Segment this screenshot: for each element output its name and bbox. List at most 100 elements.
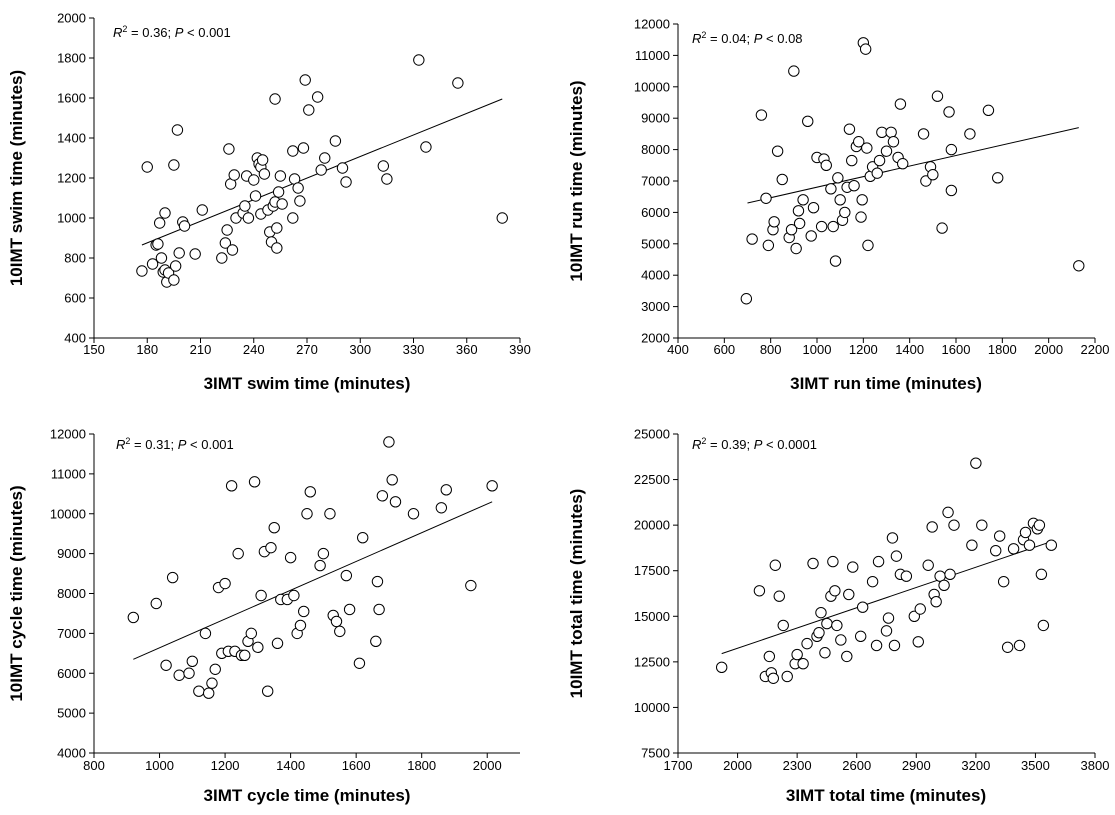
data-point — [859, 43, 872, 55]
y-tick-label: 9000 — [57, 546, 86, 561]
data-point — [805, 230, 817, 242]
data-point — [271, 242, 283, 254]
data-point — [269, 93, 281, 105]
x-tick-label: 180 — [136, 342, 158, 357]
y-tick-label: 1000 — [57, 211, 86, 226]
r2-value: = 0.04; — [706, 31, 753, 46]
x-tick-label: 2000 — [1034, 342, 1063, 357]
data-point — [936, 222, 948, 234]
data-point — [232, 547, 244, 560]
data-point — [970, 457, 982, 469]
data-point — [927, 169, 939, 181]
data-point — [785, 223, 798, 236]
y-tick-label: 4000 — [57, 746, 86, 761]
x-tick-label: 1800 — [988, 342, 1017, 357]
data-point — [821, 617, 833, 630]
data-point — [890, 550, 903, 562]
data-point — [797, 194, 809, 206]
x-axis-title: 3IMT total time (minutes) — [786, 786, 986, 805]
data-point — [248, 476, 261, 488]
x-tick-label: 3800 — [1081, 758, 1110, 773]
data-point — [225, 480, 238, 492]
data-point — [314, 559, 326, 572]
data-point — [465, 579, 477, 592]
data-point — [715, 661, 728, 674]
data-point — [168, 274, 180, 286]
data-point — [964, 128, 976, 140]
data-point — [292, 182, 304, 194]
x-tick-label: 300 — [349, 342, 371, 357]
y-tick-label: 400 — [64, 331, 86, 346]
data-point — [855, 211, 867, 223]
data-point — [912, 636, 924, 648]
data-point — [294, 195, 306, 207]
data-point — [1037, 619, 1050, 632]
swim-time-panel: 400 600 800 1000 1200 1400 1600 1800 2000 150 180 2… — [0, 0, 531, 400]
data-point — [301, 508, 313, 520]
data-point — [146, 258, 159, 270]
y-tick-label: 25000 — [634, 427, 670, 442]
y-axis-title: 10IMT run time (minutes) — [567, 80, 586, 281]
data-point — [760, 192, 772, 204]
scatter-chart: 4000 5000 6000 7000 8000 9000 10000 11000 12000 8… — [7, 427, 520, 805]
x-axis-title: 3IMT cycle time (minutes) — [204, 786, 411, 805]
data-point — [992, 172, 1004, 184]
y-tick-label: 6000 — [641, 205, 670, 220]
x-axis-title: 3IMT swim time (minutes) — [204, 374, 411, 393]
data-point — [239, 200, 251, 212]
data-point — [815, 606, 827, 619]
data-point — [791, 648, 803, 661]
x-tick-label: 1200 — [211, 758, 240, 773]
r2-label: R — [113, 25, 122, 40]
data-point — [160, 659, 172, 671]
data-point — [226, 244, 239, 256]
x-tick-label: 360 — [456, 342, 478, 357]
data-point — [288, 589, 300, 602]
data-point — [773, 590, 785, 602]
data-point — [440, 484, 452, 496]
r2-value: = 0.31; — [130, 437, 177, 452]
data-point — [815, 220, 828, 233]
x-tick-label: 270 — [296, 342, 318, 357]
data-point — [383, 436, 395, 448]
r2-value: = 0.39; — [706, 437, 753, 452]
data-point — [199, 627, 212, 640]
data-point — [807, 201, 820, 214]
data-point — [781, 670, 793, 683]
data-point — [767, 672, 780, 684]
data-point — [886, 532, 899, 544]
data-point — [843, 123, 856, 135]
x-tick-label: 3500 — [1021, 758, 1050, 773]
data-point — [353, 657, 366, 669]
data-point — [381, 173, 393, 185]
data-point — [908, 610, 920, 622]
data-point — [245, 627, 257, 640]
data-point — [993, 530, 1006, 542]
data-point — [835, 634, 847, 646]
x-tick-label: 2600 — [842, 758, 871, 773]
data-point — [299, 74, 311, 86]
trend-line — [721, 541, 1052, 655]
data-point — [792, 205, 805, 217]
data-point — [831, 619, 843, 632]
data-point — [239, 649, 251, 662]
data-point — [948, 519, 960, 531]
data-point — [136, 265, 148, 277]
data-point — [276, 198, 288, 210]
data-point — [155, 252, 168, 264]
data-point — [966, 539, 978, 551]
data-point — [319, 152, 331, 164]
y-tick-label: 8000 — [57, 586, 86, 601]
p-label: P — [754, 437, 763, 452]
y-tick-label: 11000 — [51, 466, 86, 481]
y-tick-label: 1800 — [57, 51, 86, 66]
y-tick-label: 9000 — [641, 111, 670, 126]
data-point — [274, 170, 287, 182]
x-tick-label: 2300 — [783, 758, 812, 773]
data-point — [386, 474, 398, 486]
y-tick-label: 1200 — [57, 171, 86, 186]
data-point — [943, 106, 955, 118]
data-point — [268, 522, 280, 534]
data-point — [790, 242, 802, 255]
x-tick-label: 2000 — [723, 758, 752, 773]
